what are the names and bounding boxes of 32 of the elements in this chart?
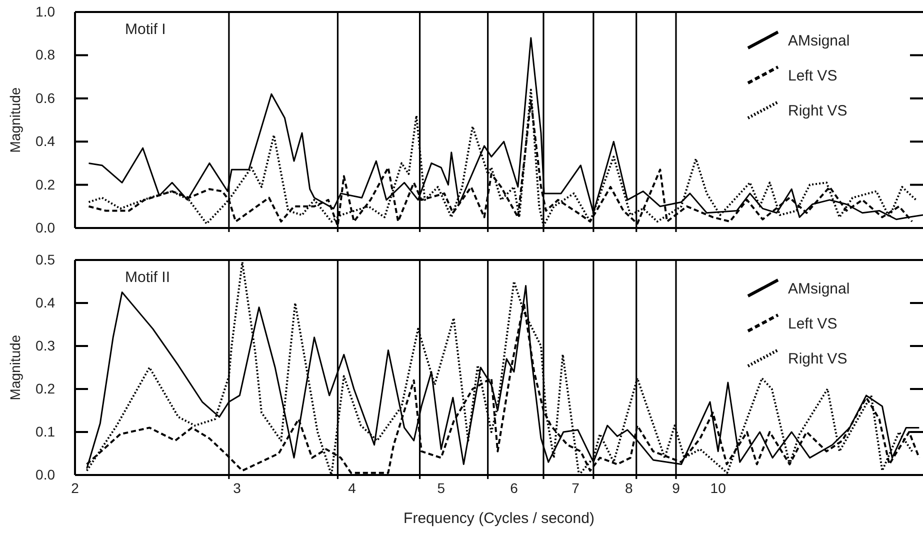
x-tick-label: 3 <box>233 480 242 496</box>
y-tick-label: 0.0 <box>36 466 56 482</box>
legend-label: AMsignal <box>788 32 850 50</box>
legend-label: Right VS <box>788 102 848 120</box>
annotation: Motif I <box>125 21 166 38</box>
legend-label: Left VS <box>788 315 838 332</box>
y-tick-label: 0.2 <box>36 176 56 192</box>
x-tick-label: 6 <box>510 480 518 496</box>
annotation: Motif II <box>125 269 170 286</box>
y-axis-title: Magnitude <box>7 87 23 153</box>
x-tick-label: 4 <box>348 480 356 496</box>
x-tick-label: 7 <box>572 480 580 496</box>
y-tick-label: 0.5 <box>36 251 56 268</box>
y-tick-label: 0.1 <box>36 423 56 440</box>
legend-label: Right VS <box>788 350 848 368</box>
y-tick-label: 0.8 <box>36 46 56 63</box>
y-tick-label: 0.6 <box>36 90 56 106</box>
y-tick-label: 0.4 <box>36 294 56 310</box>
y-tick-label: 0.0 <box>36 219 56 236</box>
x-tick-label: 8 <box>625 480 634 496</box>
x-tick-label: 2 <box>71 480 80 496</box>
y-tick-label: 0.4 <box>36 133 56 150</box>
legend-label: Left VS <box>788 67 838 84</box>
y-tick-label: 0.3 <box>36 337 56 354</box>
y-tick-label: 1.0 <box>36 3 56 20</box>
x-axis-title: Frequency (Cycles / second) <box>404 510 594 527</box>
y-tick-label: 0.2 <box>36 380 56 396</box>
legend-label: AMsignal <box>788 280 850 298</box>
x-tick-label: 9 <box>672 480 680 496</box>
x-tick-label: 5 <box>437 480 446 496</box>
x-tick-label: 10 <box>710 480 726 496</box>
y-axis-title: Magnitude <box>7 334 23 400</box>
